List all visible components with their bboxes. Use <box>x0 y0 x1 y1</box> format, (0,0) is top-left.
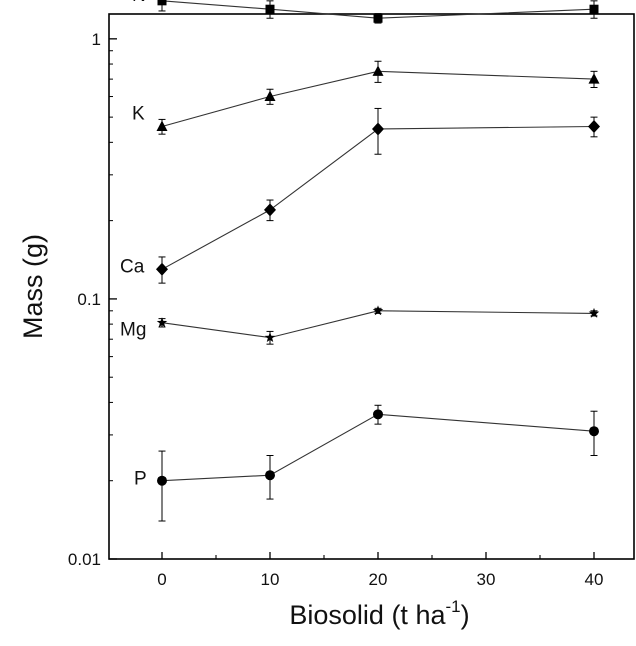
series-label-p: P <box>134 469 147 490</box>
series-mg <box>156 305 600 345</box>
x-tick-label: 20 <box>369 570 388 589</box>
y-tick-label: 1 <box>92 30 101 49</box>
data-point-diamond <box>372 122 384 136</box>
data-point-star <box>588 307 600 318</box>
data-point-circle <box>589 426 599 437</box>
x-tick-label: 40 <box>585 570 604 589</box>
axis-ticks: 0 10 20 30 40 0.01 0.1 1 <box>68 30 604 589</box>
data-series <box>156 0 600 522</box>
plot-frame <box>108 13 635 560</box>
data-point-square <box>589 4 599 14</box>
data-point-triangle <box>264 90 276 102</box>
y-tick-label: 0.01 <box>68 550 101 569</box>
y-axis-label: Mass (g) <box>18 234 48 339</box>
data-point-star <box>372 305 384 316</box>
data-point-diamond <box>156 262 168 276</box>
x-axis-label-main: Biosolid (t ha <box>289 600 446 630</box>
series-line <box>161 413 595 482</box>
data-point-diamond <box>588 120 600 134</box>
series-line <box>161 70 595 128</box>
x-axis-label-close: ) <box>461 600 470 630</box>
series-label-k: K <box>132 104 145 125</box>
data-point-square <box>265 4 275 14</box>
data-point-triangle <box>372 65 384 76</box>
x-tick-label: 10 <box>261 570 280 589</box>
series-k <box>156 60 600 135</box>
series-p <box>157 404 599 522</box>
data-point-triangle <box>156 120 168 132</box>
series-n <box>157 0 599 24</box>
series-line <box>161 0 595 19</box>
x-axis-label-exponent: -1 <box>445 597 460 616</box>
series-label-mg: Mg <box>120 320 146 341</box>
y-tick-label: 0.1 <box>77 290 101 309</box>
series-line <box>161 125 595 270</box>
data-point-circle <box>265 470 275 481</box>
data-point-circle <box>157 475 167 486</box>
data-point-square <box>373 13 383 23</box>
data-point-star <box>156 317 168 328</box>
series-ca <box>156 107 600 284</box>
series-line <box>161 310 595 339</box>
data-point-star <box>264 332 276 343</box>
series-label-n: N <box>132 0 146 6</box>
x-tick-label: 0 <box>157 570 166 589</box>
data-point-circle <box>373 409 383 420</box>
data-point-diamond <box>264 203 276 217</box>
x-tick-label: 30 <box>477 570 496 589</box>
series-label-ca: Ca <box>120 256 145 277</box>
x-axis-label: Biosolid (t ha-1) <box>289 597 469 630</box>
data-point-triangle <box>588 73 600 84</box>
series-labels: N K Ca Mg P <box>120 0 147 490</box>
data-point-square <box>157 0 167 6</box>
